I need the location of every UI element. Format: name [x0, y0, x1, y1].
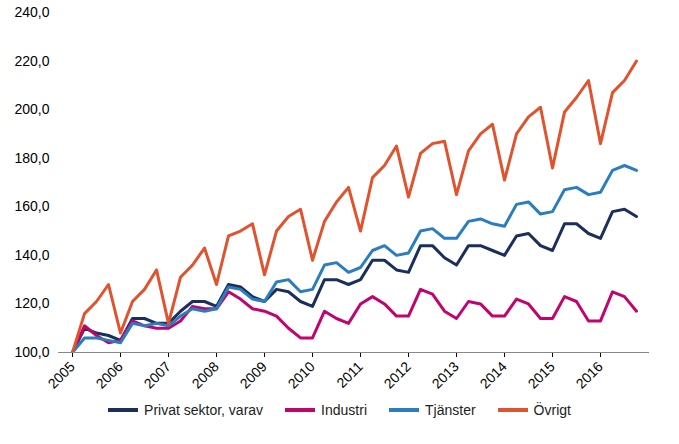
svg-text:2009: 2009 — [236, 358, 269, 391]
svg-text:2015: 2015 — [524, 358, 557, 391]
svg-text:2013: 2013 — [428, 358, 461, 391]
svg-text:100,0: 100,0 — [14, 344, 49, 360]
svg-text:2016: 2016 — [572, 358, 605, 391]
svg-text:140,0: 140,0 — [14, 247, 49, 263]
svg-text:2005: 2005 — [44, 358, 77, 391]
svg-text:120,0: 120,0 — [14, 295, 49, 311]
html-text:Privat sektor, varav: Privat sektor, varav — [144, 402, 264, 418]
svg-text:2010: 2010 — [284, 358, 317, 391]
svg-text:220,0: 220,0 — [14, 53, 49, 69]
html-text:Tjänster: Tjänster — [425, 402, 476, 418]
svg-text:2014: 2014 — [476, 358, 509, 391]
html-text:Övrigt: Övrigt — [533, 402, 571, 418]
svg-text:2007: 2007 — [140, 358, 173, 391]
svg-text:160,0: 160,0 — [14, 198, 49, 214]
svg-text:240,0: 240,0 — [14, 4, 49, 20]
html-text:Industri: Industri — [321, 402, 367, 418]
svg-text:200,0: 200,0 — [14, 101, 49, 117]
svg-text:180,0: 180,0 — [14, 150, 49, 166]
svg-text:2008: 2008 — [188, 358, 221, 391]
svg-text:2006: 2006 — [92, 358, 125, 391]
svg-text:2012: 2012 — [380, 358, 413, 391]
svg-text:2011: 2011 — [333, 358, 366, 391]
